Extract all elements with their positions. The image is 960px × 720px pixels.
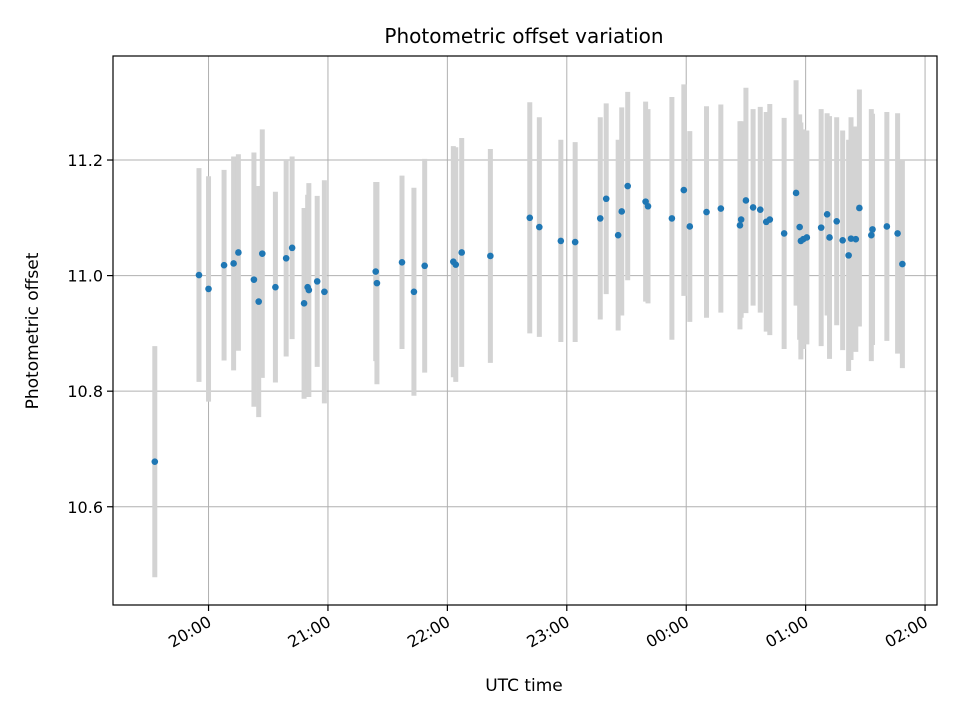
- data-point: [717, 205, 725, 212]
- data-point: [899, 260, 906, 268]
- data-point: [195, 271, 203, 279]
- data-point: [536, 223, 543, 231]
- data-point: [255, 298, 262, 305]
- data-point: [749, 204, 757, 211]
- data-point: [410, 288, 418, 296]
- data-point: [288, 244, 296, 252]
- data-point: [833, 217, 840, 225]
- data-point: [526, 214, 534, 222]
- data-point: [796, 223, 803, 231]
- data-point: [250, 276, 258, 283]
- data-point: [686, 223, 694, 230]
- data-point: [321, 288, 328, 296]
- data-point: [596, 215, 604, 222]
- data-point: [736, 222, 744, 229]
- data-point: [847, 235, 855, 242]
- data-point: [421, 262, 428, 270]
- data-point: [792, 189, 800, 197]
- data-point: [487, 252, 494, 260]
- y-tick-label: 11.0: [67, 267, 103, 286]
- data-points: [151, 182, 906, 465]
- x-axis-title: UTC time: [485, 676, 563, 696]
- data-point: [372, 268, 380, 275]
- data-point: [894, 230, 901, 237]
- data-point: [313, 278, 321, 285]
- data-point: [151, 458, 159, 465]
- data-point: [869, 226, 876, 233]
- y-tick-label: 11.2: [67, 151, 103, 170]
- data-point: [624, 182, 632, 190]
- y-tick-label: 10.6: [67, 498, 103, 517]
- data-point: [452, 261, 460, 268]
- y-axis-title: Photometric offset: [23, 252, 43, 409]
- data-point: [258, 250, 266, 257]
- data-point: [305, 286, 313, 294]
- data-point: [398, 259, 406, 266]
- data-point: [823, 211, 831, 218]
- data-point: [703, 208, 710, 216]
- data-point: [618, 208, 626, 215]
- data-point: [852, 235, 860, 243]
- data-point: [845, 252, 852, 259]
- chart-title: Photometric offset variation: [384, 24, 663, 48]
- data-point: [614, 231, 622, 239]
- data-point: [644, 202, 652, 210]
- data-point: [668, 215, 676, 222]
- data-point: [883, 223, 891, 230]
- data-point: [817, 224, 825, 231]
- data-point: [737, 216, 745, 223]
- data-point: [373, 279, 381, 287]
- data-point: [235, 249, 242, 256]
- data-point: [839, 237, 846, 244]
- data-point: [766, 216, 774, 223]
- data-point: [780, 230, 788, 237]
- data-point: [557, 237, 565, 245]
- data-point: [756, 206, 764, 214]
- y-tick-label: 10.8: [67, 382, 103, 401]
- plot-area-frame: [112, 55, 938, 606]
- data-point: [803, 234, 811, 241]
- data-point: [272, 283, 279, 291]
- data-point: [680, 186, 688, 194]
- data-point: [571, 238, 579, 246]
- data-point: [826, 234, 833, 241]
- data-point: [205, 285, 212, 293]
- data-point: [856, 204, 863, 212]
- data-point: [602, 195, 610, 203]
- data-point: [742, 197, 750, 204]
- data-point: [868, 231, 875, 239]
- data-point: [300, 300, 308, 307]
- data-point: [230, 260, 237, 267]
- data-point: [282, 254, 290, 262]
- data-point: [458, 249, 466, 256]
- data-point: [220, 261, 228, 269]
